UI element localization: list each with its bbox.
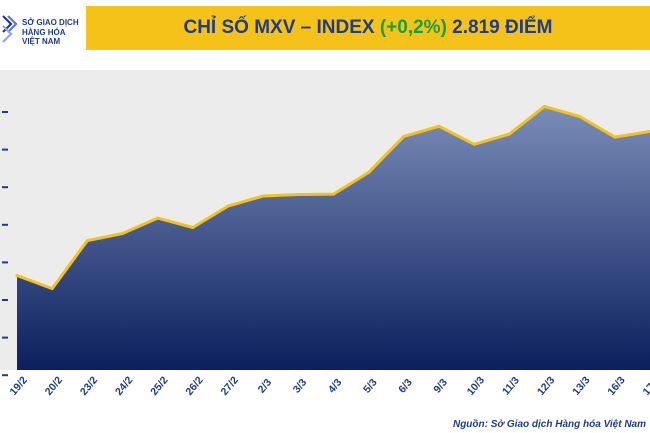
data-point-25/2	[156, 216, 160, 220]
x-tick-label: 16/3	[605, 374, 627, 397]
data-point-4/3	[332, 192, 335, 196]
x-tick-label: 2/3	[256, 377, 275, 396]
data-point-2/3	[261, 194, 265, 198]
logo: SỞ GIAO DỊCH HÀNG HÓA VIỆT NAM	[0, 8, 86, 48]
title-change: (+0,2%)	[379, 17, 447, 38]
x-tick-label: 20/2	[43, 374, 65, 397]
x-tick-label: 13/3	[570, 374, 592, 397]
chart-title: CHỈ SỐ MXV – INDEX (+0,2%) 2.819 ĐIỂM	[86, 6, 650, 50]
source-note: Nguồn: Sở Giao dịch Hàng hóa Việt Nam	[452, 419, 646, 430]
area-fill	[17, 106, 650, 371]
x-tick-label: 3/3	[291, 377, 310, 396]
header-bar	[86, 6, 650, 50]
x-tick-label: 17/3	[641, 374, 650, 397]
logo-line-2: HÀNG HÓA	[22, 27, 66, 37]
data-point-10/3	[472, 142, 476, 146]
x-tick-label: 26/2	[183, 374, 205, 397]
x-tick-label: 25/2	[148, 374, 170, 397]
x-tick-label: 5/3	[361, 377, 380, 396]
x-tick-label: 19/2	[8, 374, 30, 397]
data-point-9/3	[437, 124, 441, 128]
data-point-19/2	[15, 274, 19, 277]
logo-line-3: VIỆT NAM	[22, 37, 61, 46]
data-point-27/2	[226, 204, 230, 208]
x-tick-label: 11/3	[500, 374, 522, 397]
data-point-5/3	[367, 170, 371, 174]
data-point-20/2	[50, 287, 54, 291]
x-tick-label: 12/3	[535, 374, 557, 397]
logo-text: SỞ GIAO DỊCH HÀNG HÓA VIỆT NAM	[22, 18, 79, 47]
chevron-stack-icon	[2, 15, 18, 43]
data-point-3/3	[296, 193, 300, 196]
data-point-16/3	[613, 135, 617, 139]
x-tick-label: 9/3	[431, 377, 450, 396]
x-tick-label: 10/3	[465, 374, 487, 397]
title-suffix: 2.819 ĐIỂM	[446, 17, 553, 38]
data-point-13/3	[578, 115, 582, 118]
data-point-26/2	[191, 226, 195, 229]
data-point-11/3	[507, 132, 511, 136]
data-point-6/3	[402, 134, 406, 138]
title-prefix: CHỈ SỐ MXV – INDEX	[183, 17, 380, 38]
x-tick-label: 6/3	[396, 377, 415, 396]
data-point-23/2	[85, 239, 89, 243]
header: SỞ GIAO DỊCH HÀNG HÓA VIỆT NAM CHỈ SỐ MX…	[0, 0, 650, 58]
data-point-12/3	[543, 104, 546, 108]
data-point-24/2	[121, 232, 124, 235]
x-tick-label: 23/2	[78, 374, 100, 397]
x-tick-label: 4/3	[326, 377, 345, 396]
x-tick-label: 27/2	[219, 374, 241, 397]
logo-line-1: SỞ GIAO DỊCH	[22, 18, 79, 27]
x-tick-label: 24/2	[113, 374, 135, 397]
